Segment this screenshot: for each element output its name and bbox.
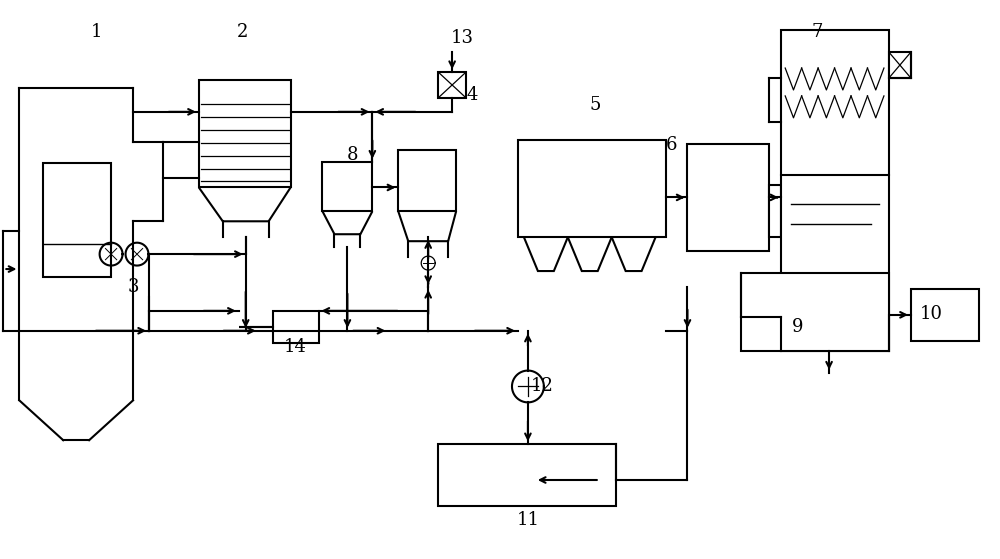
- Text: 2: 2: [237, 23, 248, 41]
- Text: 14: 14: [284, 338, 307, 356]
- Text: 9: 9: [791, 318, 803, 336]
- Bar: [438, 72, 466, 98]
- Text: 3: 3: [127, 278, 139, 296]
- Bar: [438, 444, 616, 506]
- Bar: [687, 144, 769, 251]
- Text: 8: 8: [347, 146, 358, 164]
- Bar: [199, 80, 291, 187]
- Text: 4: 4: [466, 86, 478, 104]
- Text: 11: 11: [516, 511, 539, 529]
- Text: 13: 13: [451, 29, 474, 47]
- Bar: [911, 289, 979, 340]
- Bar: [781, 30, 889, 350]
- Bar: [43, 163, 111, 277]
- Text: 5: 5: [589, 96, 600, 114]
- Text: 10: 10: [919, 305, 942, 323]
- Text: 6: 6: [666, 136, 677, 154]
- Bar: [769, 186, 781, 237]
- Bar: [322, 162, 372, 211]
- Bar: [889, 52, 911, 78]
- Bar: [398, 150, 456, 211]
- Text: 12: 12: [530, 377, 553, 395]
- Text: 1: 1: [90, 23, 102, 41]
- Text: 7: 7: [811, 23, 823, 41]
- Bar: [741, 273, 889, 350]
- Polygon shape: [239, 311, 319, 343]
- Bar: [518, 140, 666, 237]
